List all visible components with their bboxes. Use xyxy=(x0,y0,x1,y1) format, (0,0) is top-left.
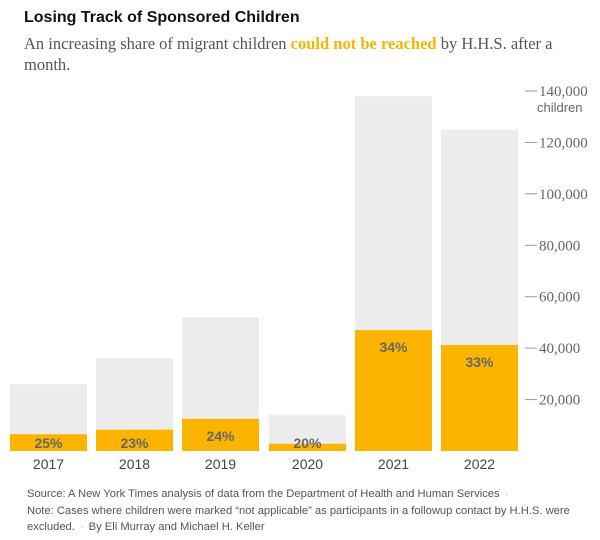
y-tick-label: 120,000 xyxy=(539,135,588,151)
source-note: Source: A New York Times analysis of dat… xyxy=(27,488,500,500)
not-reached-bar-2022 xyxy=(441,345,518,451)
percent-label-2021: 34% xyxy=(379,339,408,355)
x-tick-label-2018: 2018 xyxy=(119,456,150,472)
y-tick-label: 80,000 xyxy=(539,238,580,254)
chart-footer: Source: A New York Times analysis of dat… xyxy=(27,486,587,536)
not-reached-bar-2021 xyxy=(355,330,432,451)
x-tick-label-2017: 2017 xyxy=(33,456,64,472)
x-tick-label-2020: 2020 xyxy=(292,456,323,472)
not-reached-bar-2017 xyxy=(10,434,87,451)
x-tick-label-2022: 2022 xyxy=(464,456,495,472)
percent-label-2020: 20% xyxy=(293,435,322,451)
not-reached-bar-2018 xyxy=(96,429,173,451)
x-tick-label-2019: 2019 xyxy=(205,456,236,472)
y-tick-label: 140,000 xyxy=(539,84,588,100)
y-tick-label: 40,000 xyxy=(539,341,580,357)
percent-label-2018: 23% xyxy=(120,435,149,451)
separator-dot: · xyxy=(504,488,509,500)
separator-dot: · xyxy=(79,521,84,533)
chart-subtitle: An increasing share of migrant children … xyxy=(24,33,584,75)
percent-label-2019: 24% xyxy=(206,428,235,444)
percent-label-2017: 25% xyxy=(34,435,63,451)
subtitle-text-end: by H.H.S. after a month. xyxy=(24,34,553,74)
not-reached-bar-2020 xyxy=(269,443,346,451)
y-tick-label: 60,000 xyxy=(539,290,580,306)
exclusion-note: Note: Cases where children were marked “… xyxy=(27,504,570,534)
chart-title: Losing Track of Sponsored Children xyxy=(24,9,300,26)
subtitle-text-start: An increasing share of migrant children xyxy=(24,34,291,53)
percent-label-2022: 33% xyxy=(465,354,494,370)
not-reached-bar-2019 xyxy=(182,418,259,451)
y-tick-label: 20,000 xyxy=(539,393,580,409)
byline: By Eli Murray and Michael H. Keller xyxy=(88,521,265,533)
y-tick-label: 100,000 xyxy=(539,187,588,203)
bar-chart: 25% 2017 23% 2018 24% 2019 20% 2020 34% 2021 33% 20… xyxy=(10,84,588,472)
x-tick-label-2021: 2021 xyxy=(378,456,409,472)
subtitle-highlight: could not be reached xyxy=(290,34,437,53)
y-unit-label: children xyxy=(537,100,583,115)
